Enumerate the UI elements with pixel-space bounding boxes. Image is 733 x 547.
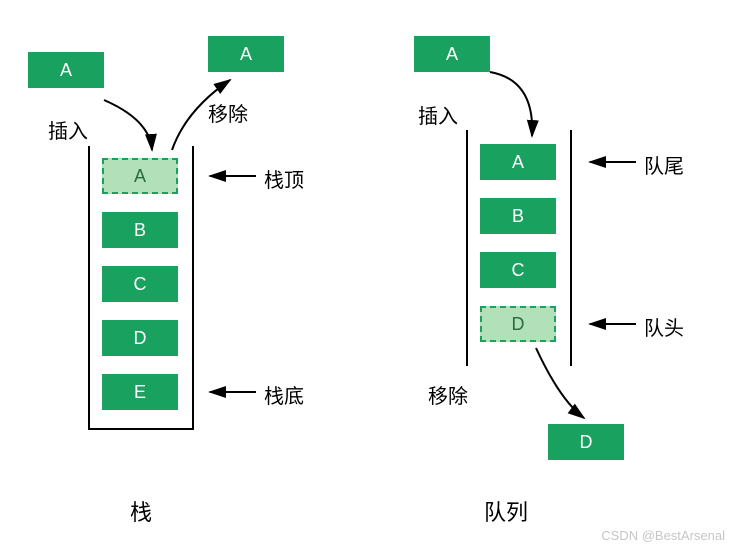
queue-title: 队列 xyxy=(484,495,528,527)
queue-curves xyxy=(0,0,733,547)
watermark: CSDN @BestArsenal xyxy=(601,528,725,543)
